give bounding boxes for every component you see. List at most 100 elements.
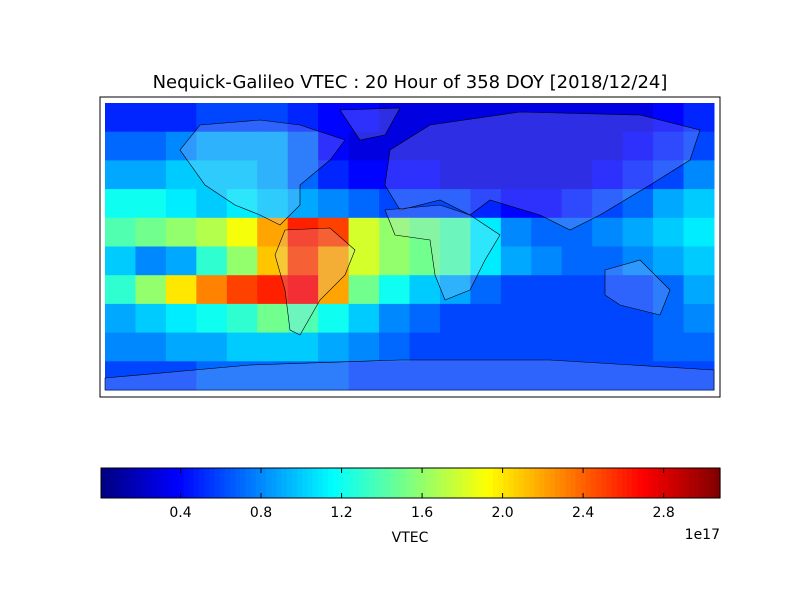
heat-cell: [592, 303, 624, 334]
heat-cell: [653, 160, 685, 190]
heat-cell: [531, 131, 563, 161]
heat-cell: [531, 303, 563, 334]
heat-cell: [257, 303, 289, 334]
heat-cell: [196, 160, 228, 190]
heat-cell: [500, 275, 532, 305]
heat-cell: [165, 361, 197, 391]
heat-cell: [439, 246, 471, 276]
heat-cell: [561, 275, 593, 305]
heat-cell: [439, 160, 471, 190]
heat-cell: [470, 275, 502, 305]
heat-cell: [622, 131, 654, 161]
heat-cell: [196, 246, 228, 276]
heat-cell: [196, 189, 228, 219]
heat-cell: [622, 103, 654, 133]
colorbar-tick-label: 1.2: [330, 505, 352, 521]
heat-cell: [348, 361, 380, 391]
heat-cell: [439, 361, 471, 391]
heat-cell: [348, 131, 380, 161]
heat-cell: [348, 332, 380, 362]
heat-cell: [379, 275, 410, 305]
heat-cell: [561, 303, 593, 334]
heat-cell: [348, 303, 380, 334]
heat-cell: [135, 131, 167, 161]
heat-cell: [622, 217, 654, 247]
heat-cell: [653, 189, 685, 219]
map-frame: [99, 96, 721, 398]
heat-cell: [105, 303, 136, 334]
heat-cell: [653, 361, 685, 391]
heat-cell: [226, 189, 258, 219]
heat-cell: [196, 131, 228, 161]
heat-cell: [409, 332, 441, 362]
heat-cell: [683, 275, 715, 305]
heat-cell: [165, 217, 197, 247]
colorbar-tick-label: 2.4: [572, 505, 594, 521]
heat-cell: [226, 275, 258, 305]
heat-cell: [561, 217, 593, 247]
heat-cell: [379, 303, 410, 334]
heat-cell: [409, 217, 441, 247]
heat-cell: [531, 189, 563, 219]
heat-cell: [348, 217, 380, 247]
heat-cell: [409, 103, 441, 133]
heat-cell: [531, 332, 563, 362]
greenland: [339, 107, 401, 141]
heat-cell: [287, 361, 319, 391]
heat-cell: [135, 246, 167, 276]
heat-cell: [470, 246, 502, 276]
colorbar-tick-label: 0.4: [169, 505, 191, 521]
eurasia: [384, 111, 701, 231]
heat-cell: [592, 246, 624, 276]
heat-cell: [135, 275, 167, 305]
heat-cell: [257, 361, 289, 391]
heat-cell: [165, 303, 197, 334]
colorbar-tick-label: 1.6: [411, 505, 433, 521]
heat-cell: [196, 361, 228, 391]
heat-cell: [105, 332, 136, 362]
heat-cell: [561, 246, 593, 276]
heat-cell: [287, 246, 319, 276]
heat-cell: [470, 189, 502, 219]
heat-cell: [287, 131, 319, 161]
heat-cell: [592, 189, 624, 219]
heat-cell: [226, 361, 258, 391]
heat-cell: [470, 131, 502, 161]
heat-cell: [379, 361, 410, 391]
heat-cell: [105, 189, 136, 219]
heat-cell: [196, 303, 228, 334]
heat-cell: [683, 217, 715, 247]
heat-cell: [318, 361, 350, 391]
heat-cell: [257, 160, 289, 190]
heat-cell: [500, 217, 532, 247]
heat-cell: [531, 361, 563, 391]
heat-cell: [318, 303, 350, 334]
heat-cell: [500, 103, 532, 133]
heat-cell: [379, 160, 410, 190]
heat-cell: [165, 131, 197, 161]
heat-cell: [561, 189, 593, 219]
colorbar: [101, 468, 721, 498]
heat-cell: [257, 131, 289, 161]
heat-cell: [592, 160, 624, 190]
heat-cell: [379, 217, 410, 247]
heat-cell: [439, 103, 471, 133]
heat-cell: [531, 103, 563, 133]
heat-cell: [653, 275, 685, 305]
heat-cell: [257, 332, 289, 362]
heat-cell: [165, 332, 197, 362]
heat-cell: [470, 303, 502, 334]
heat-cell: [196, 103, 228, 133]
heat-cell: [348, 160, 380, 190]
heat-cell: [409, 361, 441, 391]
north-america: [179, 119, 346, 226]
heat-cell: [500, 246, 532, 276]
heat-cell: [226, 131, 258, 161]
heat-cell: [287, 332, 319, 362]
heat-cell: [683, 361, 715, 391]
heat-cell: [622, 303, 654, 334]
heat-cell: [226, 332, 258, 362]
heat-cell: [409, 275, 441, 305]
heat-cell: [287, 189, 319, 219]
heat-cell: [531, 246, 563, 276]
